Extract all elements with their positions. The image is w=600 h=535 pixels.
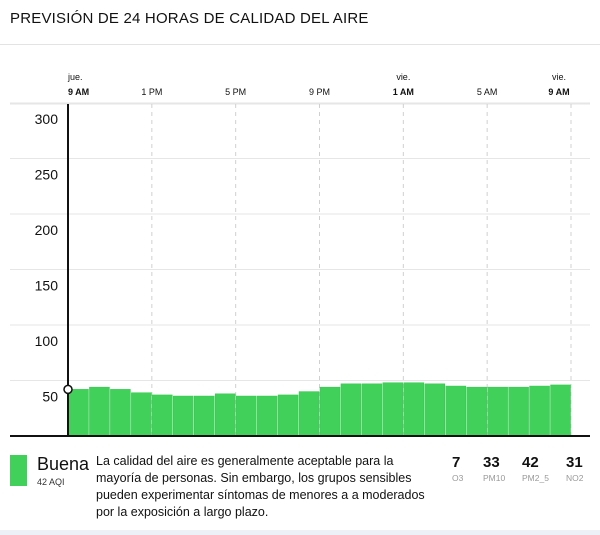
pollutant-no2: 31 NO2 (566, 454, 583, 483)
x-tick-label: 9 PM (309, 87, 330, 97)
aqi-bar (68, 389, 89, 437)
aqi-bar (445, 385, 466, 437)
aqi-bar (508, 386, 529, 437)
pollutant-o3: 7 O3 (452, 454, 463, 483)
aqi-bar (277, 394, 299, 437)
pollutant-pm10: 33 PM10 (483, 454, 505, 483)
y-tick-label: 200 (35, 222, 59, 238)
pollutant-value: 7 (452, 454, 461, 471)
aqi-bar (382, 382, 404, 437)
x-tick-label: 1 AM (393, 87, 414, 97)
aqi-bar (173, 395, 194, 437)
aqi-bar (487, 386, 508, 437)
pollutant-name: O3 (452, 473, 464, 483)
y-tick-label: 150 (35, 278, 59, 294)
x-tick-label: 1 PM (141, 87, 162, 97)
aqi-bar (466, 386, 487, 437)
pollutant-value: 31 (566, 454, 583, 471)
x-tick-day: vie. (396, 72, 410, 82)
y-tick-label: 50 (42, 389, 58, 405)
aqi-bar (424, 383, 445, 437)
aqi-bar (194, 395, 215, 437)
y-tick-label: 250 (35, 167, 59, 183)
y-tick-label: 100 (35, 333, 59, 349)
aqi-bar (529, 385, 550, 437)
category-color-swatch (10, 455, 27, 486)
aqi-bar (550, 384, 571, 437)
aqi-bar (403, 382, 425, 437)
aqi-bar (298, 391, 320, 437)
pollutant-name: PM2_5 (522, 473, 549, 483)
aqi-bar (131, 392, 152, 437)
aqi-bar (256, 395, 278, 437)
aqi-bar (89, 386, 110, 437)
pollutant-name: NO2 (566, 473, 584, 483)
aqi-description: La calidad del aire es generalmente acep… (96, 454, 425, 519)
x-tick-day: vie. (552, 72, 566, 82)
aqi-value: 42 AQI (37, 477, 65, 487)
y-tick-label: 300 (35, 111, 59, 127)
aqi-bar (110, 389, 131, 437)
bottom-bar (0, 530, 600, 535)
x-tick-label: 9 AM (548, 87, 569, 97)
aqi-bar (152, 394, 173, 437)
aqi-legend: Buena 42 AQI La calidad del aire es gene… (0, 450, 600, 528)
pollutant-name: PM10 (483, 473, 506, 483)
aqi-bar (235, 395, 257, 437)
x-tick-day: jue. (67, 72, 83, 82)
aqi-bar (340, 383, 362, 437)
x-tick-label: 9 AM (68, 87, 89, 97)
page-title: PREVISIÓN DE 24 HORAS DE CALIDAD DEL AIR… (10, 10, 369, 27)
aqi-bar (361, 383, 383, 437)
pollutant-value: 42 (522, 454, 539, 471)
current-value-marker (63, 384, 73, 395)
x-tick-label: 5 AM (477, 87, 498, 97)
aqi-forecast-chart: 50 100 150 200 250 300 jue. 9 AM 1 PM 5 PM 9 PM vie… (10, 72, 590, 437)
x-tick-label: 5 PM (225, 87, 246, 97)
aqi-bar (214, 393, 236, 437)
header-divider (0, 44, 600, 45)
aqi-category: Buena (37, 454, 90, 474)
aqi-bar (319, 386, 341, 437)
pollutant-pm25: 42 PM2_5 (522, 454, 549, 483)
pollutant-value: 33 (483, 454, 500, 471)
